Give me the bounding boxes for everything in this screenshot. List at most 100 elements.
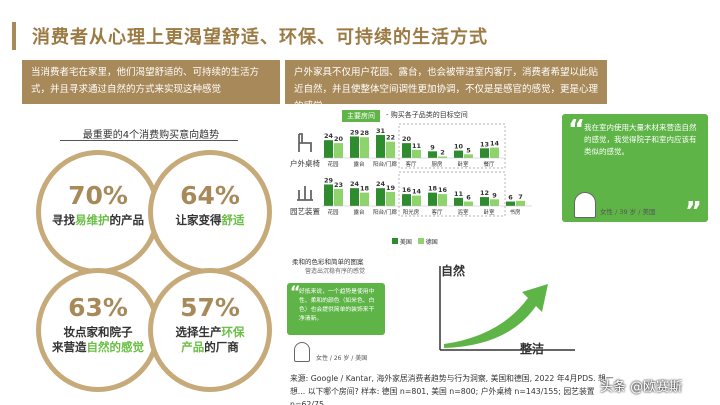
- bar-de: [360, 137, 369, 158]
- bar-value-label: 13: [480, 140, 489, 148]
- bar-value-label: 7: [518, 193, 523, 201]
- bar-value-label: 6: [466, 194, 471, 202]
- bar-value-label: 24: [376, 180, 386, 188]
- bar-value-label: 23: [334, 181, 343, 189]
- bar-value-label: 18: [360, 185, 370, 193]
- bar-value-label: 18: [428, 185, 438, 193]
- trend-label: 妆点家和院子 来营造自然的感觉: [52, 325, 144, 354]
- bar-value-label: 6: [508, 194, 513, 202]
- category-label: 卧室: [483, 208, 495, 216]
- row-label-garden: 园艺装置: [290, 207, 320, 216]
- trend-label: 让家变得舒适: [175, 213, 245, 227]
- bar-value-label: 9: [430, 143, 435, 151]
- category-label: 露台: [353, 208, 365, 216]
- small-chart-title: 柔和的色彩和简单的图案: [292, 258, 364, 266]
- quote-open-icon: “: [568, 115, 586, 145]
- bar-us: [428, 192, 437, 206]
- bar-value-label: 22: [386, 134, 395, 142]
- bar-us: [376, 188, 385, 206]
- bar-us: [376, 134, 385, 158]
- bar-us: [454, 150, 463, 158]
- bar-de: [438, 194, 447, 206]
- bar-de: [386, 141, 395, 158]
- panel-tag: 主要房间: [342, 110, 380, 122]
- bar-value-label: 20: [334, 135, 344, 143]
- bar-us: [506, 201, 515, 206]
- bar-value-label: 12: [480, 189, 489, 197]
- row-label-furniture: 户外桌椅: [290, 159, 320, 168]
- category-label: 花园: [327, 160, 339, 168]
- diagram-label-bottom: 整洁: [520, 342, 545, 356]
- trend-circle-3: 63% 妆点家和院子 来营造自然的感觉: [36, 268, 160, 392]
- bar-value-label: 29: [324, 176, 334, 184]
- intro-right-box: 户外家具不仅用户花园、露台，也会被带进室内客厅，消费者希望以此贴近自然，并且使整…: [285, 60, 607, 112]
- highlight-box: [398, 123, 506, 169]
- bar-value-label: 24: [350, 180, 360, 188]
- category-label: 花园: [327, 208, 339, 216]
- bar-value-label: 11: [412, 142, 422, 150]
- quote-box-right: “ 我在室内使用大量木材来营造自然的感觉，我觉得院子和室内应该有类似的感觉。 ”: [562, 114, 708, 227]
- bar-value-label: 29: [350, 128, 360, 136]
- bar-de: [334, 188, 343, 206]
- bar-value-label: 28: [360, 129, 370, 137]
- diagram-label-top: 自然: [441, 264, 466, 278]
- quote-text: 我在室内使用大量木材来营造自然的感觉，我觉得院子和室内应该有类似的感觉。: [584, 123, 697, 156]
- bar-de: [360, 192, 369, 206]
- page-title: 消费者从心理上更渴望舒适、环保、可持续的生活方式: [32, 27, 488, 48]
- trend-pct: 64%: [180, 181, 240, 210]
- bar-us: [350, 136, 359, 158]
- watermark: 头条 @欧赛斯: [600, 380, 683, 395]
- bar-de: [490, 199, 499, 206]
- bar-de: [438, 156, 447, 158]
- quote-open-icon: “: [290, 282, 301, 301]
- bar-de: [516, 200, 525, 206]
- category-label: 厨房: [431, 160, 443, 168]
- bar-value-label: 31: [376, 127, 386, 135]
- quote-text: 好抵来说，一个趋势是使用中性、柔和的颜色（如米色、白色）也会提供简单的装饰来干净…: [299, 289, 375, 322]
- trend-pct: 63%: [68, 293, 128, 322]
- chair-icon: [298, 133, 312, 152]
- small-chart-subtitle: 营造出沉稳有序的感觉: [305, 268, 366, 275]
- bar-de: [464, 154, 473, 158]
- category-label: 浴室: [457, 208, 469, 216]
- bar-de: [334, 143, 343, 158]
- legend-swatch-us: [392, 238, 398, 244]
- bar-de: [412, 195, 421, 206]
- quote-attribution: 女性 / 39 岁 / 美国: [600, 208, 656, 216]
- bar-value-label: 19: [386, 184, 396, 192]
- category-label: 阳台/门廊: [373, 160, 397, 168]
- title-accent-bar: [12, 22, 16, 50]
- legend-swatch-de: [417, 238, 424, 244]
- trend-circle-1: 70% 寻找易维护的产品: [36, 150, 160, 274]
- legend-label-us: 美国: [399, 239, 412, 246]
- highlight-box: [398, 171, 506, 217]
- category-label: 客厅: [431, 208, 443, 216]
- bar-de: [490, 147, 499, 158]
- bar-value-label: 24: [324, 132, 334, 140]
- trends-divider: [60, 140, 238, 141]
- person-icon: [294, 342, 310, 362]
- source-note: 来源: Google / Kantar, 海外家居消费者趋势与行为洞察, 美国和…: [290, 374, 614, 405]
- arrow-diagram: [439, 266, 575, 351]
- quote-box-left: “ 好抵来说，一个趋势是使用中性、柔和的颜色（如米色、白色）也会提供简单的装饰来…: [287, 283, 385, 335]
- bar-us: [454, 197, 463, 206]
- bar-us: [324, 184, 333, 206]
- trends-heading: 最重要的4个消费购买意向趋势: [82, 130, 220, 141]
- garden-icon: [297, 186, 313, 201]
- bar-us: [480, 197, 489, 206]
- bar-us: [402, 194, 411, 206]
- bar-value-label: 5: [466, 146, 471, 154]
- bar-us: [480, 148, 489, 158]
- bar-value-label: 14: [490, 140, 500, 148]
- trend-label: 选择生产环保 产品的厂商: [175, 325, 245, 354]
- trend-pct: 70%: [68, 181, 128, 210]
- bar-us: [402, 143, 411, 158]
- bar-us: [350, 188, 359, 206]
- quote-close-icon: ”: [684, 197, 702, 227]
- bar-value-label: 16: [402, 186, 412, 194]
- trend-label: 寻找易维护的产品: [52, 213, 144, 227]
- bar-value-label: 20: [402, 135, 412, 143]
- category-label: 书房: [509, 208, 521, 216]
